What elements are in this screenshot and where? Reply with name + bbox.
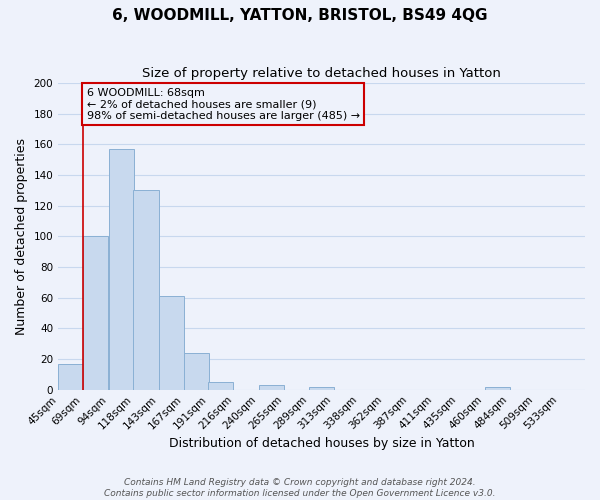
Bar — [133, 190, 158, 390]
Title: Size of property relative to detached houses in Yatton: Size of property relative to detached ho… — [142, 68, 501, 80]
X-axis label: Distribution of detached houses by size in Yatton: Distribution of detached houses by size … — [169, 437, 475, 450]
Bar — [109, 149, 134, 390]
Bar — [83, 236, 108, 390]
Bar — [309, 386, 334, 390]
Bar — [485, 386, 510, 390]
Y-axis label: Number of detached properties: Number of detached properties — [15, 138, 28, 335]
Text: 6 WOODMILL: 68sqm
← 2% of detached houses are smaller (9)
98% of semi-detached h: 6 WOODMILL: 68sqm ← 2% of detached house… — [87, 88, 360, 121]
Bar — [159, 296, 184, 390]
Text: Contains HM Land Registry data © Crown copyright and database right 2024.
Contai: Contains HM Land Registry data © Crown c… — [104, 478, 496, 498]
Bar — [58, 364, 83, 390]
Text: 6, WOODMILL, YATTON, BRISTOL, BS49 4QG: 6, WOODMILL, YATTON, BRISTOL, BS49 4QG — [112, 8, 488, 22]
Bar — [259, 385, 284, 390]
Bar — [208, 382, 233, 390]
Bar — [184, 353, 209, 390]
